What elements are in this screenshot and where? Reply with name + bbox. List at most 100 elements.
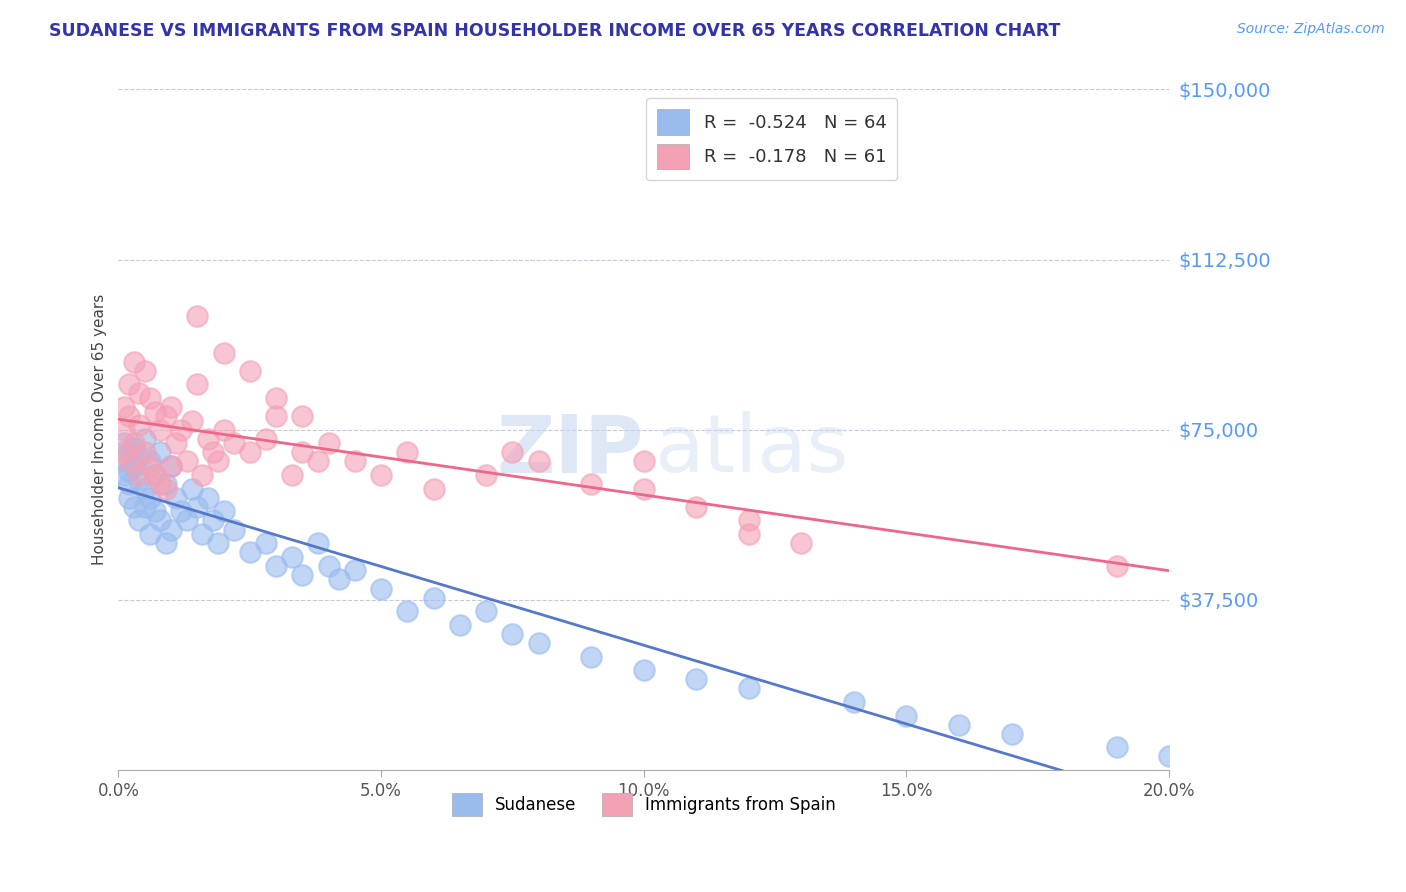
Point [212, 423, 235, 437]
Point [281, 549, 304, 564]
Point [112, 445, 135, 459]
Point [176, 513, 198, 527]
Point [738, 527, 761, 541]
Point [112, 468, 135, 483]
Point [139, 458, 162, 473]
Y-axis label: Householder Income Over 65 years: Householder Income Over 65 years [93, 294, 107, 566]
Point [318, 436, 340, 450]
Point [207, 536, 229, 550]
Point [176, 454, 198, 468]
Point [122, 441, 145, 455]
Point [527, 454, 550, 468]
Point [112, 423, 135, 437]
Point [239, 545, 262, 559]
Point [291, 445, 314, 459]
Point [212, 504, 235, 518]
Point [186, 310, 208, 324]
Point [155, 482, 177, 496]
Point [307, 536, 329, 550]
Point [633, 482, 655, 496]
Point [128, 450, 150, 464]
Point [128, 418, 150, 433]
Point [170, 504, 193, 518]
Point [307, 454, 329, 468]
Text: atlas: atlas [654, 411, 849, 489]
Point [328, 573, 350, 587]
Point [122, 458, 145, 473]
Point [685, 672, 707, 686]
Point [501, 445, 523, 459]
Legend: Sudanese, Immigrants from Spain: Sudanese, Immigrants from Spain [446, 786, 842, 823]
Point [118, 477, 141, 491]
Point [191, 468, 214, 483]
Point [139, 491, 162, 505]
Point [181, 414, 204, 428]
Point [201, 513, 224, 527]
Point [143, 404, 166, 418]
Point [264, 558, 287, 573]
Point [527, 636, 550, 650]
Point [128, 473, 150, 487]
Point [207, 454, 229, 468]
Point [149, 513, 172, 527]
Point [128, 468, 150, 483]
Point [197, 432, 219, 446]
Point [143, 468, 166, 483]
Point [201, 445, 224, 459]
Point [501, 627, 523, 641]
Point [128, 386, 150, 401]
Point [239, 364, 262, 378]
Point [633, 663, 655, 677]
Point [160, 523, 183, 537]
Point [343, 454, 366, 468]
Point [370, 582, 392, 596]
Point [186, 500, 208, 514]
Point [254, 536, 277, 550]
Point [197, 491, 219, 505]
Point [143, 468, 166, 483]
Point [896, 708, 918, 723]
Point [239, 445, 262, 459]
Point [122, 500, 145, 514]
Point [191, 527, 214, 541]
Point [149, 445, 172, 459]
Point [291, 409, 314, 423]
Point [112, 400, 135, 414]
Point [149, 423, 172, 437]
Point [139, 527, 162, 541]
Point [165, 491, 187, 505]
Point [222, 436, 245, 450]
Point [212, 345, 235, 359]
Point [633, 454, 655, 468]
Point [155, 536, 177, 550]
Point [160, 458, 183, 473]
Point [842, 695, 865, 709]
Point [449, 617, 471, 632]
Point [139, 454, 162, 468]
Text: ZIP: ZIP [496, 411, 644, 489]
Point [1105, 558, 1128, 573]
Point [118, 464, 141, 478]
Point [160, 458, 183, 473]
Point [1159, 749, 1181, 764]
Point [318, 558, 340, 573]
Point [128, 513, 150, 527]
Point [281, 468, 304, 483]
Point [1000, 727, 1022, 741]
Point [475, 468, 498, 483]
Point [685, 500, 707, 514]
Point [370, 468, 392, 483]
Point [343, 563, 366, 577]
Point [475, 604, 498, 618]
Point [134, 364, 156, 378]
Point [118, 445, 141, 459]
Point [396, 604, 419, 618]
Point [422, 591, 444, 605]
Point [143, 504, 166, 518]
Point [149, 477, 172, 491]
Point [181, 482, 204, 496]
Point [222, 523, 245, 537]
Point [738, 513, 761, 527]
Point [790, 536, 813, 550]
Point [118, 377, 141, 392]
